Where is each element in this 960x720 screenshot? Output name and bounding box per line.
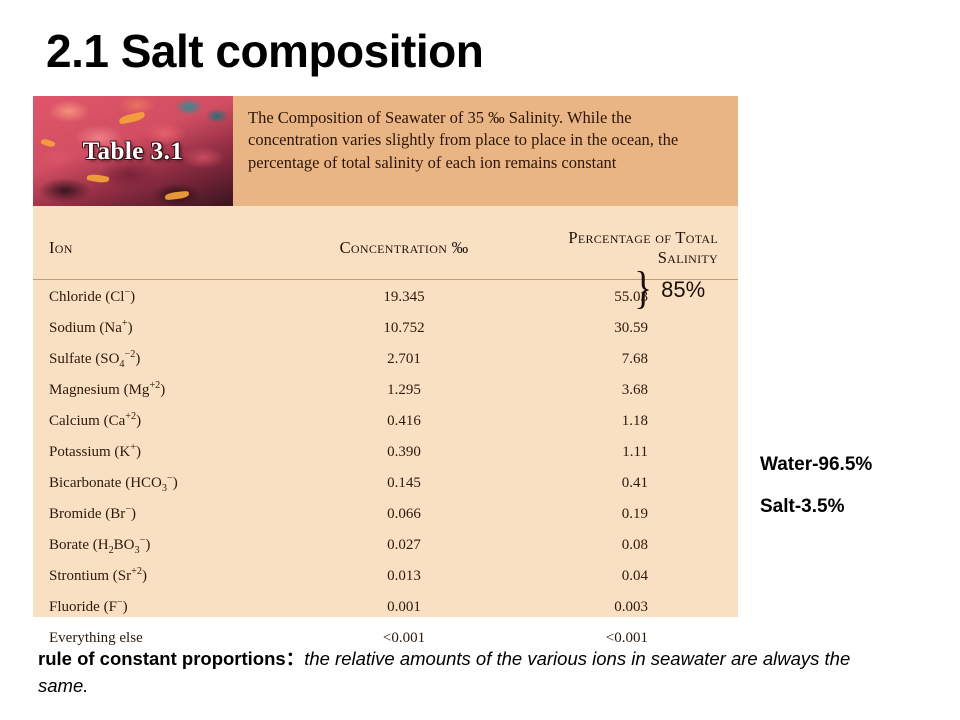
fish-icon bbox=[86, 173, 110, 184]
figure-table-3-1: Table 3.1 The Composition of Seawater of… bbox=[33, 96, 738, 646]
cell-concentration: 0.013 bbox=[387, 568, 421, 584]
cell-ion-name: Strontium (Sr+2) bbox=[49, 566, 147, 584]
cell-ion-name: Sulfate (SO4−2) bbox=[49, 349, 141, 370]
cell-percentage: 1.11 bbox=[622, 444, 648, 460]
table-row: Borate (H2BO3−) 0.027 0.08 bbox=[33, 530, 738, 561]
cell-concentration: 2.701 bbox=[387, 351, 421, 367]
table-body: Chloride (Cl−) 19.345 55.03 Sodium (Na+) 10.… bbox=[33, 280, 738, 655]
cell-percentage: 0.08 bbox=[621, 537, 648, 553]
cell-ion-name: Magnesium (Mg+2) bbox=[49, 380, 166, 398]
cell-ion-name: Potassium (K+) bbox=[49, 442, 142, 460]
coral-reef-photo-icon: Table 3.1 bbox=[33, 96, 233, 206]
cell-concentration: 0.066 bbox=[387, 506, 421, 522]
cell-concentration: 10.752 bbox=[383, 320, 425, 336]
cell-concentration: 0.027 bbox=[387, 537, 421, 553]
cell-percentage: 0.41 bbox=[621, 475, 648, 491]
cell-ion-name: Chloride (Cl−) bbox=[49, 287, 136, 305]
table-row: Chloride (Cl−) 19.345 55.03 bbox=[33, 280, 738, 314]
cell-concentration: 0.390 bbox=[387, 444, 421, 460]
cell-percentage: 55.03 bbox=[614, 289, 648, 305]
cell-ion-name: Sodium (Na+) bbox=[49, 318, 133, 336]
salt-composition-table: Ion Concentration ‰ Percentage of Total … bbox=[33, 206, 738, 654]
note-salt-percentage: Salt-3.5% bbox=[760, 496, 845, 517]
side-notes: Water-96.5% Salt-3.5% bbox=[760, 455, 872, 516]
table-row: Strontium (Sr+2) 0.013 0.04 bbox=[33, 561, 738, 592]
cell-ion-name: Fluoride (F−) bbox=[49, 597, 128, 615]
note-water-percentage: Water-96.5% bbox=[760, 454, 873, 475]
footer-definition: rule of constant proportions：the relativ… bbox=[38, 646, 898, 700]
cell-percentage: 30.59 bbox=[614, 320, 648, 336]
table-row: Sulfate (SO4−2) 2.701 7.68 bbox=[33, 344, 738, 375]
table-row: Potassium (K+) 0.390 1.11 bbox=[33, 437, 738, 468]
cell-ion-name: Borate (H2BO3−) bbox=[49, 535, 151, 556]
brace-percentage-label: 85% bbox=[661, 277, 706, 302]
cell-percentage: <0.001 bbox=[605, 630, 648, 646]
fish-icon bbox=[164, 190, 190, 201]
table-row: Magnesium (Mg+2) 1.295 3.68 bbox=[33, 375, 738, 406]
table-row: Bromide (Br−) 0.066 0.19 bbox=[33, 499, 738, 530]
column-header-ion: Ion bbox=[33, 206, 304, 280]
table-number-label: Table 3.1 bbox=[82, 138, 184, 165]
column-header-percentage: Percentage of Total Salinity bbox=[504, 206, 738, 280]
cell-ion-name: Calcium (Ca+2) bbox=[49, 411, 142, 429]
table-header-row: Ion Concentration ‰ Percentage of Total … bbox=[33, 206, 738, 280]
cell-concentration: <0.001 bbox=[382, 630, 426, 646]
page-title: 2.1 Salt composition bbox=[46, 25, 484, 77]
column-header-concentration: Concentration ‰ bbox=[304, 206, 504, 280]
figure-header: Table 3.1 The Composition of Seawater of… bbox=[33, 96, 738, 206]
cell-percentage: 0.19 bbox=[621, 506, 648, 522]
figure-caption: The Composition of Seawater of 35 ‰ Sali… bbox=[248, 108, 679, 172]
cell-concentration: 0.001 bbox=[387, 599, 421, 615]
footer-term: rule of constant proportions： bbox=[38, 648, 305, 669]
table-row: Fluoride (F−) 0.001 0.003 bbox=[33, 592, 738, 623]
footer-definition-text: the relative amounts of the various ions… bbox=[38, 648, 851, 696]
cell-percentage: 1.18 bbox=[621, 413, 648, 429]
cell-percentage: 3.68 bbox=[621, 382, 648, 398]
cell-concentration: 0.416 bbox=[387, 413, 421, 429]
cell-concentration: 19.345 bbox=[383, 289, 425, 305]
cell-ion-name: Bicarbonate (HCO3−) bbox=[49, 473, 178, 494]
cell-concentration: 1.295 bbox=[387, 382, 421, 398]
cell-ion-name: Everything else bbox=[49, 630, 143, 646]
cell-percentage: 0.04 bbox=[621, 568, 648, 584]
table-row: Everything else <0.001 <0.001 bbox=[33, 623, 738, 654]
cell-percentage: 7.68 bbox=[621, 351, 648, 367]
table-row: Sodium (Na+) 10.752 30.59 bbox=[33, 313, 738, 344]
cell-ion-name: Bromide (Br−) bbox=[49, 504, 136, 522]
brace-annotation: } 85% bbox=[632, 262, 706, 314]
table-row: Bicarbonate (HCO3−) 0.145 0.41 bbox=[33, 468, 738, 499]
cell-concentration: 0.145 bbox=[387, 475, 421, 491]
table-row: Calcium (Ca+2) 0.416 1.18 bbox=[33, 406, 738, 437]
fish-icon bbox=[118, 111, 146, 125]
cell-percentage: 0.003 bbox=[614, 599, 648, 615]
curly-brace-icon: } bbox=[634, 262, 652, 313]
